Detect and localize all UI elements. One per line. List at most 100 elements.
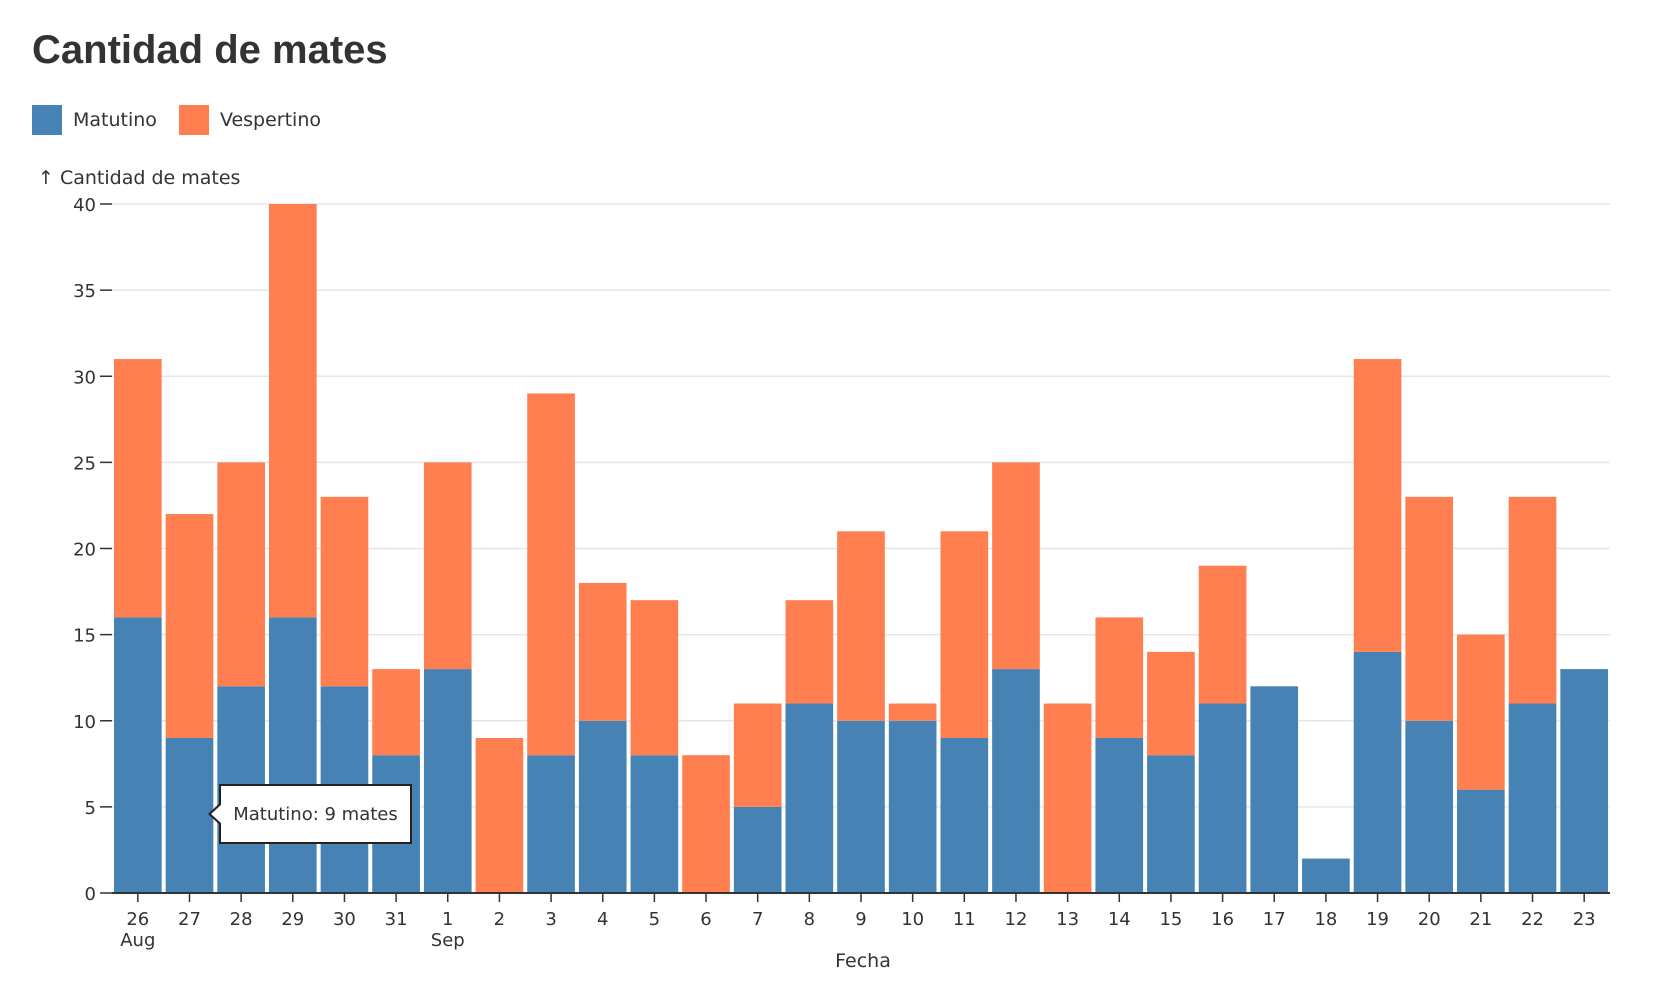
bar-vespertino (1147, 651, 1195, 756)
bar-matutino (1250, 686, 1299, 893)
bar-vespertino (217, 462, 265, 687)
x-tick-label: 16 (1211, 909, 1234, 930)
bar-matutino (888, 720, 937, 893)
x-tick-label: 27 (178, 909, 201, 930)
bar-vespertino (1508, 496, 1557, 704)
bar-matutino (1147, 755, 1195, 893)
legend-item-matutino: Matutino (32, 105, 157, 135)
x-tick-label: 26 (126, 909, 149, 930)
bar-vespertino (1095, 617, 1144, 738)
legend-swatch-vespertino (178, 105, 209, 135)
bar-vespertino (320, 496, 369, 687)
x-tick-label: 29 (281, 909, 304, 930)
x-tick-label: 1 (442, 909, 453, 930)
y-tick-label: 10 (73, 712, 96, 733)
y-tick-label: 30 (73, 367, 96, 388)
bar-matutino (992, 669, 1040, 893)
x-tick-label: 28 (230, 909, 253, 930)
x-tick-label: 10 (901, 909, 924, 930)
x-tick-label: 4 (597, 909, 608, 930)
bar-vespertino (114, 359, 162, 618)
bar-matutino (1302, 858, 1350, 893)
x-tick-label: 31 (385, 909, 408, 930)
x-tick-label: 23 (1573, 909, 1596, 930)
x-month-label: Sep (431, 930, 465, 951)
x-tick-label: 17 (1263, 909, 1286, 930)
y-tick-label: 0 (85, 884, 96, 905)
bar-matutino (630, 755, 679, 893)
bar-matutino (1560, 669, 1608, 893)
bar-matutino (1508, 703, 1557, 893)
x-axis-label: Fecha (835, 950, 891, 972)
x-month-label: Aug (120, 930, 155, 951)
bar-vespertino (1353, 359, 1402, 652)
bar-matutino (1405, 720, 1454, 893)
x-tick-label: 15 (1159, 909, 1182, 930)
bar-vespertino (268, 204, 317, 618)
legend: Matutino Vespertino (32, 105, 343, 135)
page-title: Cantidad de mates (32, 28, 388, 72)
bar-matutino (785, 703, 834, 893)
y-tick-label: 15 (73, 626, 96, 647)
x-tick-label: 13 (1056, 909, 1079, 930)
bar-vespertino (940, 531, 989, 738)
tooltip: Matutino: 9 mates (208, 784, 412, 844)
bar-vespertino (733, 703, 782, 807)
bar-matutino (423, 669, 472, 893)
bar-vespertino (837, 531, 885, 721)
x-tick-label: 19 (1366, 909, 1389, 930)
legend-label-matutino: Matutino (73, 109, 157, 131)
y-tick-label: 40 (73, 195, 96, 216)
x-tick-label: 8 (804, 909, 815, 930)
y-axis: 0 5 10 15 20 25 30 35 40 (73, 195, 112, 905)
bar-matutino (578, 720, 627, 893)
x-tick-label: 22 (1521, 909, 1544, 930)
tooltip-pointer-fill (211, 804, 222, 824)
x-tick-label: 3 (545, 909, 556, 930)
x-tick-label: 7 (752, 909, 763, 930)
bar-matutino (1095, 737, 1144, 893)
bar-vespertino (1405, 496, 1454, 721)
y-tick-label: 35 (73, 281, 96, 302)
y-axis-label: ↑ Cantidad de mates (38, 167, 240, 189)
x-tick-label: 11 (953, 909, 976, 930)
x-tick-label: 12 (1005, 909, 1028, 930)
bar-vespertino (372, 669, 420, 756)
legend-swatch-matutino (32, 105, 62, 135)
bar-vespertino (992, 462, 1040, 670)
x-tick-label: 9 (855, 909, 866, 930)
x-tick-label: 6 (700, 909, 711, 930)
bar-vespertino (630, 600, 679, 756)
x-tick-label: 20 (1418, 909, 1441, 930)
bar-vespertino (682, 755, 730, 893)
bar-matutino (165, 737, 214, 893)
bar-vespertino (1198, 565, 1247, 704)
y-tick-label: 5 (85, 798, 96, 819)
x-tick-label: 2 (494, 909, 505, 930)
bar-matutino (1353, 651, 1402, 893)
x-tick-label: 14 (1108, 909, 1131, 930)
bar-vespertino (165, 514, 214, 738)
legend-item-vespertino: Vespertino (178, 105, 322, 135)
bar-vespertino (785, 600, 834, 704)
bar-matutino (114, 617, 162, 893)
bar-vespertino (475, 737, 524, 893)
legend-label-vespertino: Vespertino (219, 109, 322, 131)
y-tick-label: 25 (73, 453, 96, 474)
bar-vespertino (1457, 634, 1505, 790)
x-tick-label: 18 (1314, 909, 1337, 930)
tooltip-text: Matutino: 9 mates (233, 803, 398, 825)
bar-matutino (1198, 703, 1247, 893)
bars (114, 204, 1608, 893)
bar-vespertino (1043, 703, 1092, 893)
bar-matutino (733, 806, 782, 893)
bar-matutino (268, 617, 317, 893)
bar-vespertino (423, 462, 472, 670)
x-tick-label: 21 (1469, 909, 1492, 930)
bar-matutino (837, 720, 885, 893)
bar-vespertino (527, 393, 575, 756)
y-tick-label: 20 (73, 540, 96, 561)
bar-vespertino (578, 582, 627, 721)
x-tick-label: 5 (649, 909, 660, 930)
